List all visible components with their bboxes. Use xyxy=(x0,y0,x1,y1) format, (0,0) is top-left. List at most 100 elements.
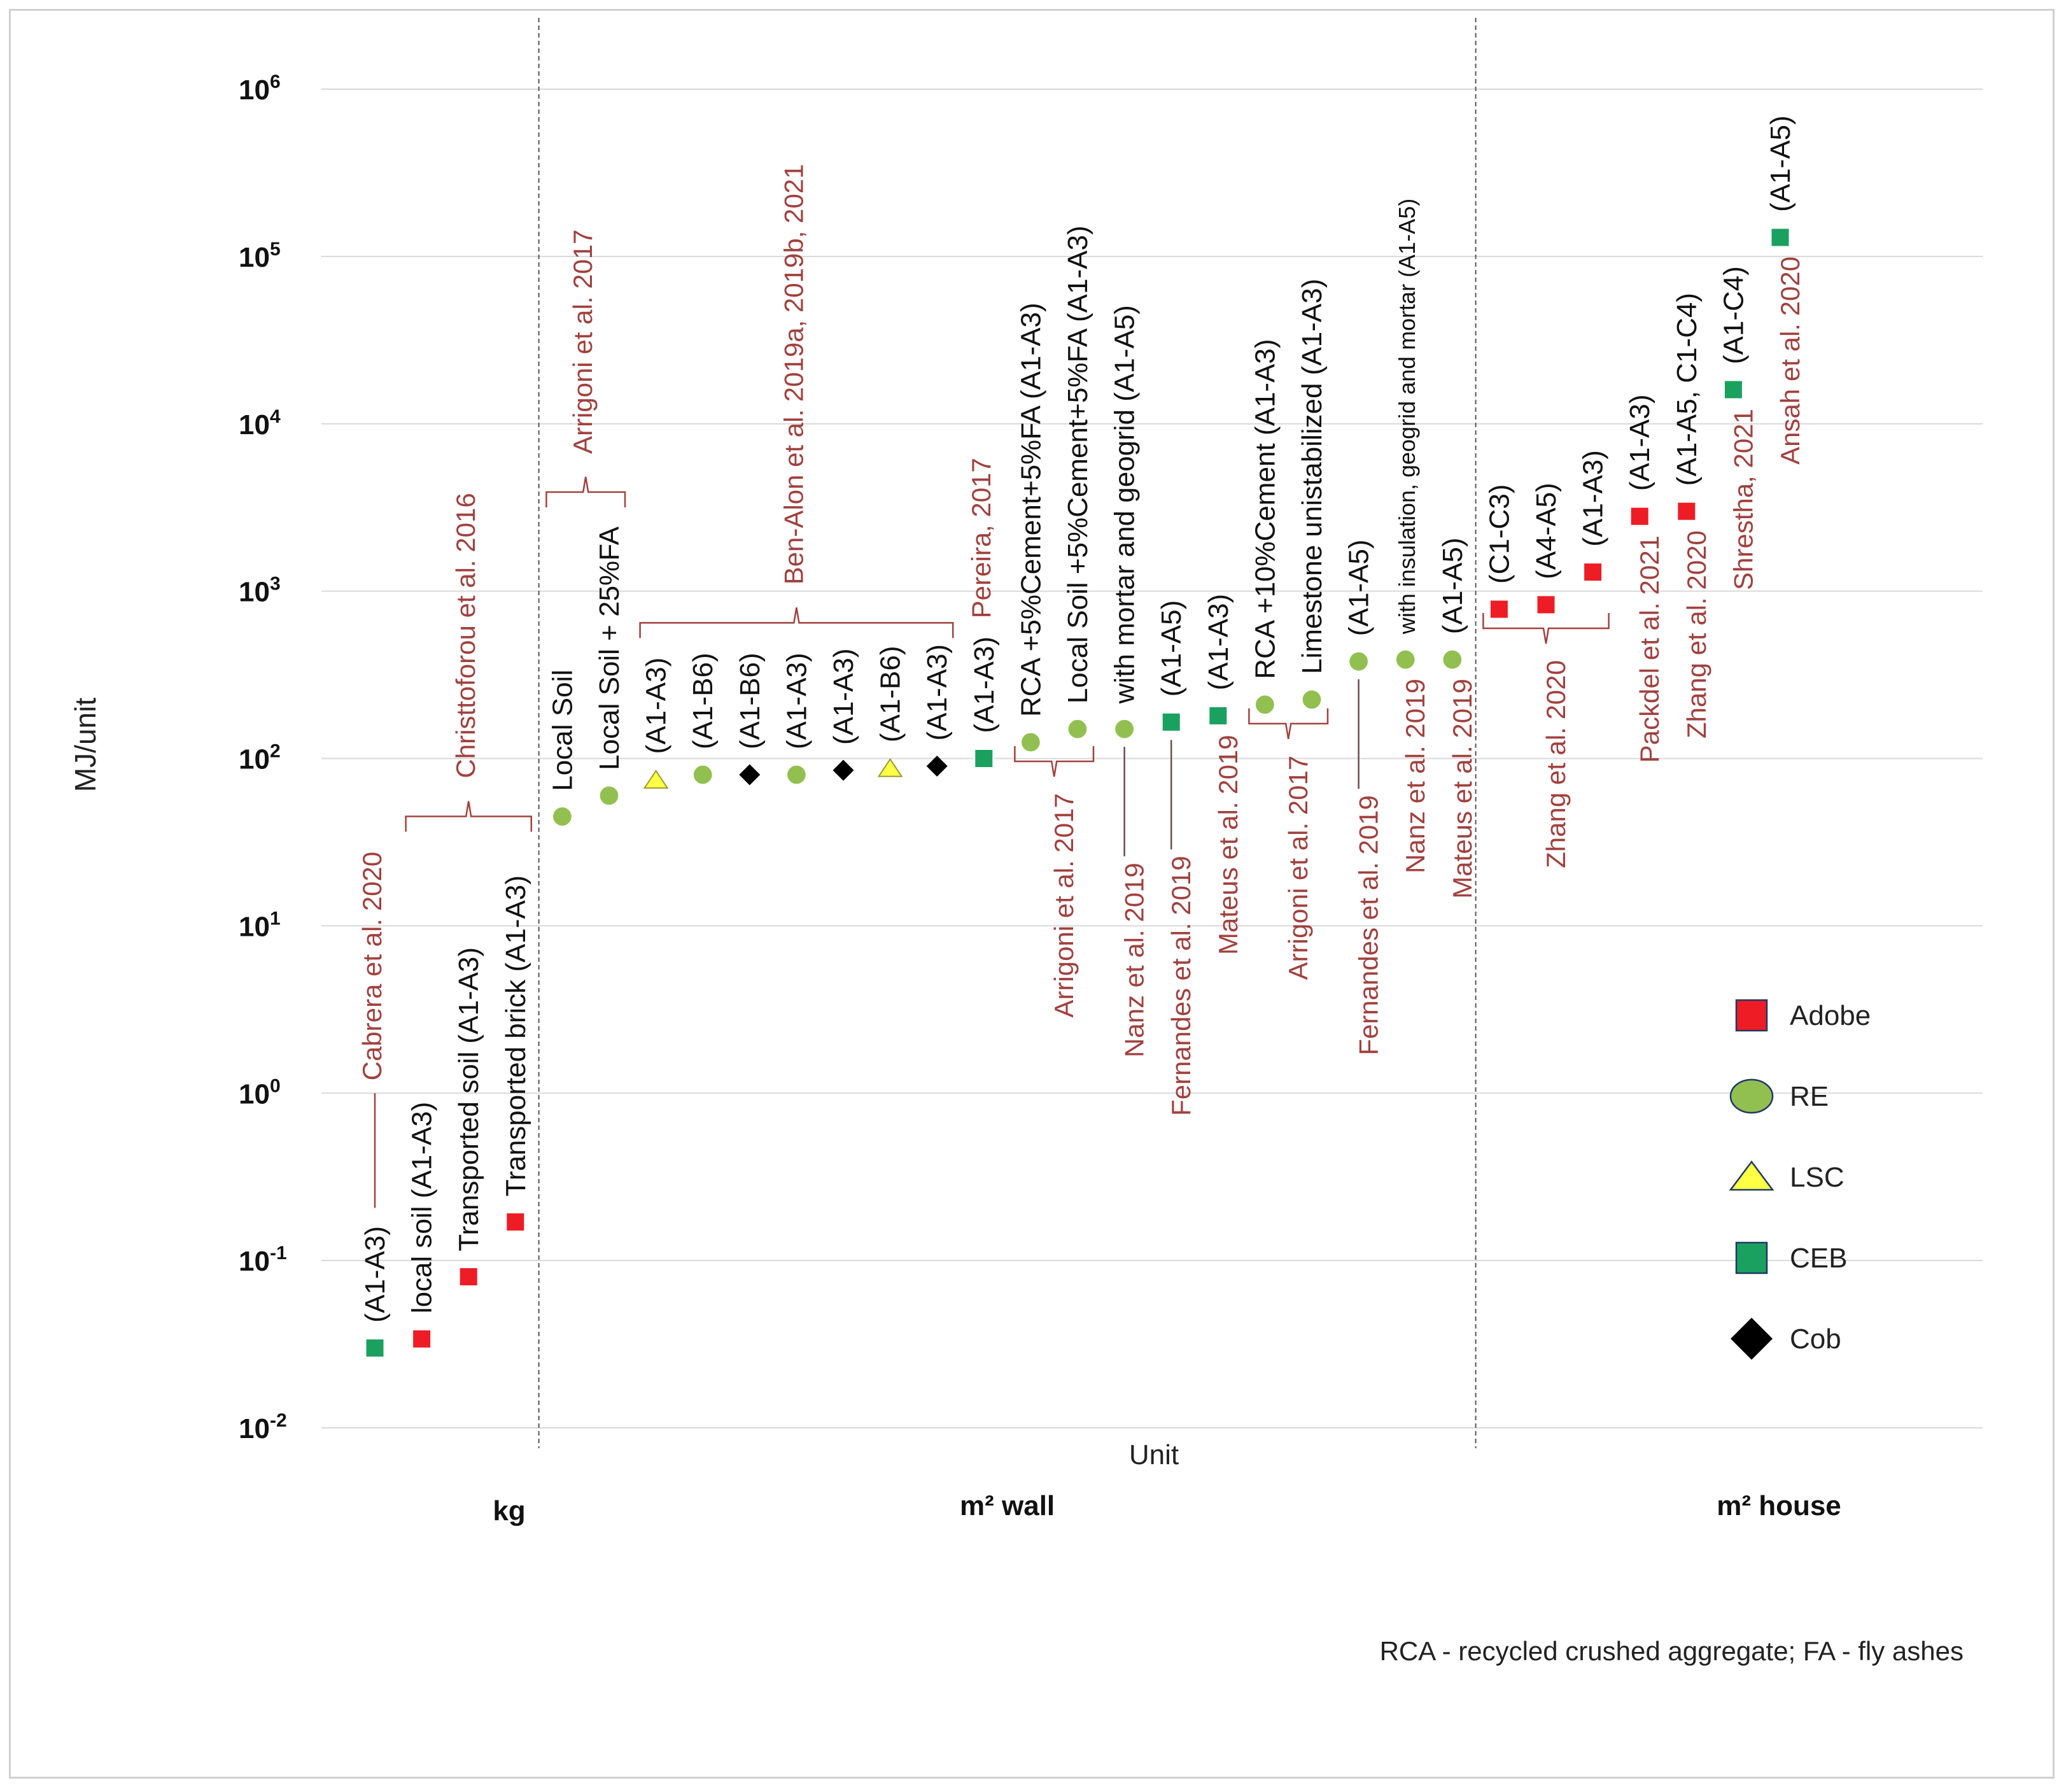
y-tick-label: 102 xyxy=(239,741,281,775)
data-point-adobe xyxy=(1676,500,1697,522)
data-point-re xyxy=(692,764,714,786)
data-point-ceb xyxy=(1769,227,1791,248)
data-point-adobe xyxy=(1629,505,1650,527)
reference-label: Ansah et al. 2020 xyxy=(1775,257,1805,465)
x-axis-title: Unit xyxy=(1129,1439,1179,1471)
point-label: (A1-A5) xyxy=(1156,600,1187,697)
grid-layer xyxy=(321,88,1983,1429)
data-point-ceb xyxy=(1722,379,1744,400)
point-label: (A1-B6) xyxy=(875,646,906,743)
y-tick-exponent: 3 xyxy=(270,574,281,595)
legend-marker-adobe xyxy=(1735,999,1768,1032)
data-point-re xyxy=(1020,731,1042,753)
data-point-re xyxy=(1347,651,1370,672)
legend: Adobe RE LSC CEB Cob xyxy=(1729,999,1871,1360)
point-label: RCA +5%Cement+5%FA (A1-A3) xyxy=(1015,302,1046,717)
point-label: (A1-A5) xyxy=(1344,539,1375,636)
y-tick-base: 10 xyxy=(239,1078,270,1110)
reference-label: Nanz et al. 2019 xyxy=(1400,679,1430,873)
y-tick-base: 10 xyxy=(239,577,270,608)
reference-brace xyxy=(545,476,626,507)
reference-label: Nanz et al. 2019 xyxy=(1120,863,1149,1057)
point-label: (A1-B6) xyxy=(734,653,766,749)
reference-label: Fernandes et al. 2019 xyxy=(1354,795,1384,1055)
reference-label: Packdel et al. 2021 xyxy=(1634,535,1664,763)
y-tick-exponent: 1 xyxy=(270,908,281,929)
data-point-ceb xyxy=(1207,705,1229,726)
y-axis-title: MJ/unit xyxy=(69,698,102,792)
point-label: (A1-A3) xyxy=(781,653,812,749)
point-label: (A1-A3) xyxy=(969,637,1000,733)
y-tick-exponent: 5 xyxy=(270,239,281,260)
point-label: (A1-A5) xyxy=(1437,538,1468,635)
point-label: Limestone unistabilized (A1-A3) xyxy=(1297,279,1328,674)
legend-marker-lsc xyxy=(1729,1160,1774,1191)
unit-group-label: m² wall xyxy=(960,1490,1055,1521)
point-label: (A1-A3) xyxy=(360,1226,391,1323)
data-point-adobe xyxy=(505,1211,526,1233)
y-tick-base: 10 xyxy=(239,409,270,441)
unit-group-labels: kg m² wall m² house xyxy=(493,1490,1841,1527)
y-tick-base: 10 xyxy=(239,744,270,775)
data-point-adobe xyxy=(1582,561,1604,583)
data-point-adobe xyxy=(1535,594,1557,616)
y-tick-label: 103 xyxy=(239,574,281,608)
point-label: (A1-A3) xyxy=(828,648,859,745)
footnote: RCA - recycled crushed aggregate; FA - f… xyxy=(1380,1636,1964,1666)
point-label: (A4-A5) xyxy=(1531,483,1562,579)
data-point-re xyxy=(1441,649,1463,670)
data-point-lsc xyxy=(877,758,903,777)
point-label: local soil (A1-A3) xyxy=(407,1102,438,1314)
point-label: (A1-A3) xyxy=(1203,594,1234,691)
reference-label: Shrestha, 2021 xyxy=(1728,409,1758,590)
point-labels: (A1-A3) local soil (A1-A3) Transported soi… xyxy=(360,115,1796,1322)
y-tick-label: 101 xyxy=(239,908,281,942)
reference-annotations: Cabrera et al. 2020 Christtoforou et al. … xyxy=(357,164,1805,1208)
data-point-ceb xyxy=(1160,711,1182,733)
point-label: (A1-A3) xyxy=(1578,450,1609,547)
y-tick-exponent: -1 xyxy=(270,1243,287,1264)
reference-label: Mateus et al. 2019 xyxy=(1447,679,1477,899)
data-markers xyxy=(364,227,1791,1359)
legend-label: RE xyxy=(1790,1081,1829,1112)
point-label: with insulation, geogrid and mortar (A1-… xyxy=(1394,199,1420,635)
point-label: (A1-A5) xyxy=(1765,115,1796,212)
data-point-cob xyxy=(926,756,948,777)
y-tick-exponent: 6 xyxy=(270,71,281,92)
data-point-adobe xyxy=(411,1328,433,1350)
data-point-adobe xyxy=(1488,598,1510,620)
unit-group-label: kg xyxy=(493,1495,525,1527)
y-tick-base: 10 xyxy=(239,1246,270,1277)
reference-brace xyxy=(1482,612,1610,644)
y-tick-base: 10 xyxy=(239,74,270,106)
legend-label: Cob xyxy=(1790,1323,1841,1355)
reference-label: Christtoforou et al. 2016 xyxy=(451,493,481,778)
data-point-re xyxy=(1067,718,1088,740)
point-label: with mortar and geogrid (A1-A5) xyxy=(1109,305,1141,704)
point-label: Transported brick (A1-A3) xyxy=(500,875,531,1197)
y-tick-exponent: 0 xyxy=(270,1075,281,1096)
y-tick-base: 10 xyxy=(239,1413,270,1444)
y-tick-label: 104 xyxy=(239,406,281,441)
point-label: RCA +10%Cement (A1-A3) xyxy=(1249,339,1281,679)
data-point-cob xyxy=(833,759,854,781)
y-tick-base: 10 xyxy=(239,242,270,273)
reference-brace xyxy=(1248,708,1329,740)
legend-label: LSC xyxy=(1790,1162,1845,1193)
reference-label: Cabrera et al. 2020 xyxy=(357,852,387,1081)
point-label: Local Soil +5%Cement+5%FA (A1-A3) xyxy=(1062,225,1093,703)
legend-label: Adobe xyxy=(1790,1000,1871,1031)
reference-label: Zhang et al. 2020 xyxy=(1541,660,1571,868)
point-label: (A1-A3) xyxy=(641,658,672,754)
point-label: Transported soil (A1-A3) xyxy=(453,947,484,1252)
point-label: (A1-A5, C1-C4) xyxy=(1671,293,1703,486)
y-tick-label: 106 xyxy=(239,71,281,106)
point-label: (A1-A3) xyxy=(922,644,953,741)
data-point-lsc xyxy=(643,770,669,789)
data-point-re xyxy=(1395,649,1417,670)
data-point-re xyxy=(551,805,573,828)
unit-group-label: m² house xyxy=(1717,1490,1841,1521)
y-tick-exponent: -2 xyxy=(270,1410,287,1431)
